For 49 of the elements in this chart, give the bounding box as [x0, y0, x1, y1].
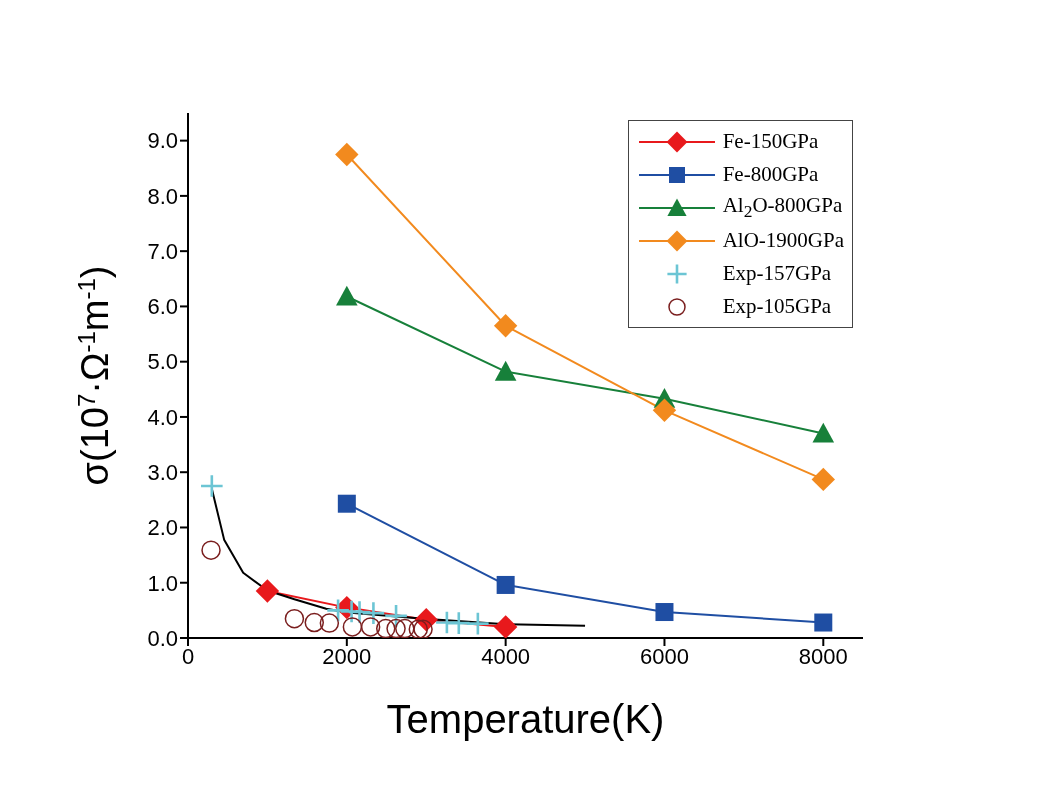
y-tick-label: 7.0 [147, 238, 178, 264]
y-tick-label: 8.0 [147, 183, 178, 209]
x-tick-label: 6000 [639, 643, 689, 669]
point [814, 613, 833, 632]
x-tick-label: 8000 [798, 643, 848, 669]
point [413, 619, 433, 638]
legend-label: Exp-157GPa [722, 261, 832, 286]
point [493, 615, 518, 638]
point [337, 494, 356, 513]
point [652, 398, 677, 423]
x-axis-title: Temperature(K) [386, 697, 665, 741]
y-tick-label: 5.0 [147, 349, 178, 375]
point [386, 618, 406, 638]
y-tick-label: 1.0 [147, 570, 178, 596]
legend-label: Fe-150GPa [722, 129, 819, 154]
point [812, 422, 835, 443]
point [304, 612, 325, 633]
point [284, 608, 305, 629]
point [255, 579, 280, 603]
point [375, 618, 396, 638]
point [360, 617, 381, 637]
point [494, 360, 517, 381]
y-tick-label: 6.0 [147, 294, 178, 320]
point [342, 617, 363, 637]
legend-label: Exp-105GPa [722, 294, 832, 319]
point [335, 142, 359, 167]
x-tick-label: 0 [181, 643, 195, 669]
x-tick-label: 2000 [322, 643, 372, 669]
y-tick-label: 4.0 [147, 404, 178, 430]
point [655, 603, 674, 622]
legend-label: AlO-1900GPa [722, 228, 844, 253]
x-tick-label: 4000 [481, 643, 531, 669]
point [319, 613, 340, 633]
y-tick-label: 2.0 [147, 515, 178, 541]
point [447, 612, 470, 634]
legend-label: Al$_{2}$O-800GPa [722, 192, 843, 223]
y-tick-label: 9.0 [147, 128, 178, 154]
y-tick-label: 3.0 [147, 460, 178, 486]
legend-label: Fe-800GPa [722, 162, 819, 187]
point [336, 285, 358, 306]
point [395, 618, 415, 638]
y-tick-label: 0.0 [147, 625, 178, 651]
point [408, 619, 429, 638]
point [201, 540, 221, 560]
point [467, 612, 489, 635]
point [496, 575, 515, 594]
point [811, 467, 835, 492]
point [362, 602, 385, 624]
point [493, 314, 518, 338]
